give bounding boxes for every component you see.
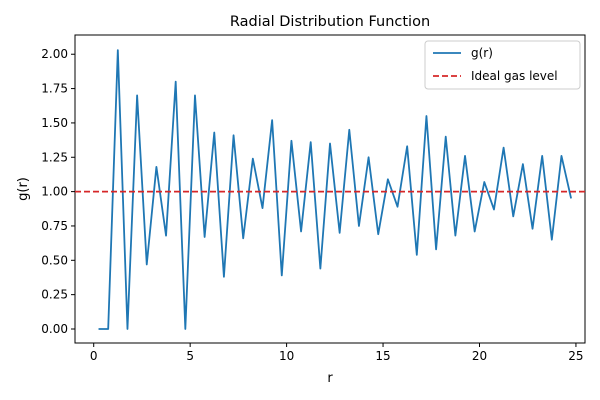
x-tick-label: 25: [568, 349, 583, 363]
y-tick-label: 2.00: [41, 47, 68, 61]
x-tick-label: 20: [472, 349, 487, 363]
plot-frame: [74, 34, 586, 344]
legend: g(r) Ideal gas level: [424, 40, 581, 90]
plot-area: [75, 49, 585, 330]
y-tick-label: 1.50: [41, 116, 68, 130]
y-tick-label: 0.25: [41, 288, 68, 302]
y-axis: 0.00 0.25 0.50 0.75 1.00 1.25 1.50 1.75 2.00: [41, 47, 75, 336]
x-tick-label: 10: [279, 349, 294, 363]
y-tick-label: 0.75: [41, 219, 68, 233]
x-tick-label: 0: [90, 349, 98, 363]
x-axis: 0 5 10 15 20 25: [90, 343, 584, 363]
y-axis-label: g(r): [16, 177, 31, 201]
y-tick-label: 0.00: [41, 322, 68, 336]
y-tick-label: 1.25: [41, 150, 68, 164]
series-grline: [98, 49, 572, 330]
y-tick-label: 1.00: [41, 185, 68, 199]
y-tick-label: 1.75: [41, 82, 68, 96]
chart-title: Radial Distribution Function: [230, 14, 430, 30]
legend-box: [424, 40, 581, 90]
x-tick-label: 15: [375, 349, 390, 363]
legend-label-grline: g(r): [471, 46, 493, 60]
y-tick-label: 0.50: [41, 253, 68, 267]
legend-label-ideal-gas: Ideal gas level: [471, 69, 558, 83]
x-axis-label: r: [327, 371, 333, 386]
x-tick-label: 5: [186, 349, 194, 363]
